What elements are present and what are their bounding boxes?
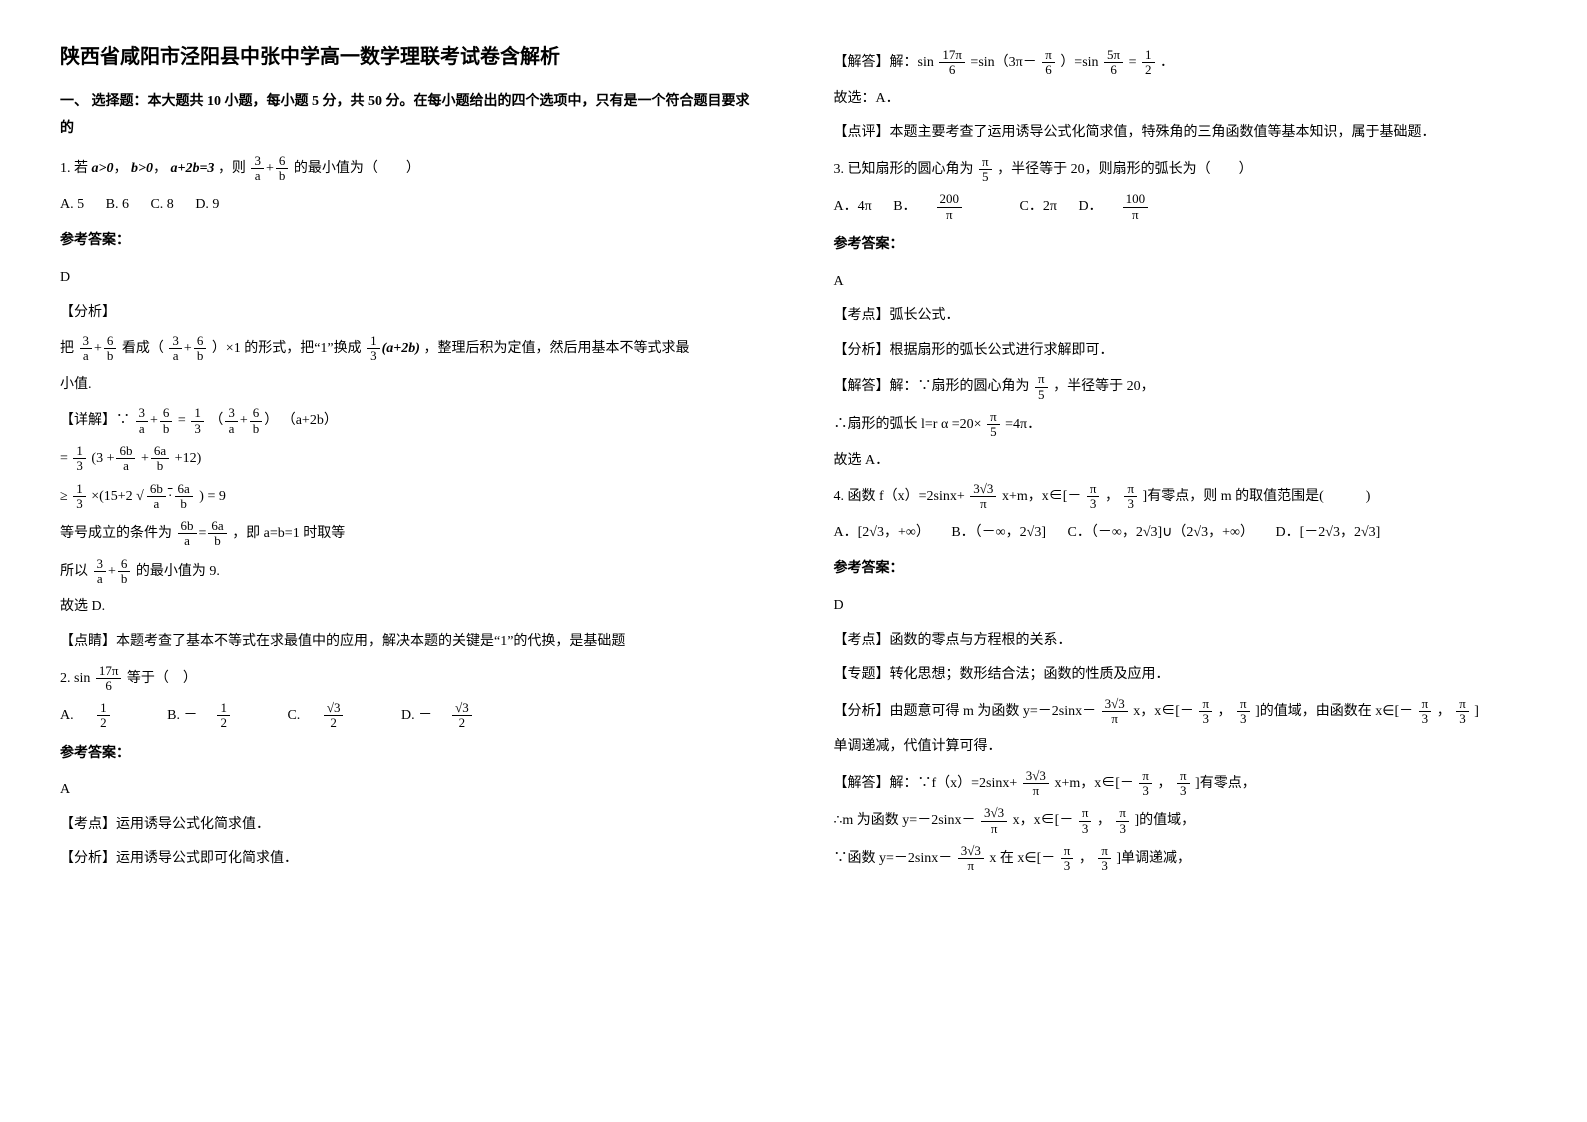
q4-ans: D bbox=[834, 593, 1528, 620]
q1-c2: a+2b=3 bbox=[170, 161, 214, 176]
q1-stem-post: 的最小值为（ ） bbox=[294, 161, 420, 176]
q4-optC: C．（－∞，2√3]∪（2√3，+∞） bbox=[1068, 525, 1254, 540]
q1-analysis2: 小值. bbox=[60, 372, 754, 399]
q2-ans-label: 参考答案： bbox=[60, 741, 754, 768]
q2-opts: A. 12 B. －12 C. √32 D. －√32 bbox=[60, 701, 754, 731]
q1-c1: b>0 bbox=[131, 161, 153, 176]
q4-fx: 【分析】由题意可得 m 为函数 y=－2sinx－ 3√3π x，x∈[－ π3… bbox=[834, 697, 1528, 727]
section-instructions: 一、 选择题：本大题共 10 小题，每小题 5 分，共 50 分。在每小题给出的… bbox=[60, 89, 754, 142]
q1-c0: a>0 bbox=[92, 161, 114, 176]
q4-dec: ∵函数 y=－2sinx－ 3√3π x 在 x∈[－ π3 ， π3 ]单调递… bbox=[834, 844, 1528, 874]
q1-optA: A. 5 bbox=[60, 197, 84, 212]
q3-optC: C．2π bbox=[1020, 199, 1057, 214]
q3-ans: A bbox=[834, 269, 1528, 296]
q4-stem: 4. 函数 f（x）=2sinx+ 3√3π x+m，x∈[－ π3 ， π3 … bbox=[834, 482, 1528, 512]
q2-fx: 【分析】运用诱导公式即可化简求值． bbox=[60, 846, 754, 873]
q4-optA: A．[2√3，+∞） bbox=[834, 525, 930, 540]
q1-ans-label: 参考答案： bbox=[60, 228, 754, 255]
q3-optA: A．4π bbox=[834, 199, 872, 214]
q4-kp: 【考点】函数的零点与方程根的关系． bbox=[834, 628, 1528, 655]
q1-stem-mid: ，则 bbox=[218, 161, 246, 176]
q1-note: 【点睛】本题考查了基本不等式在求最值中的应用，解决本题的关键是“1”的代换，是基… bbox=[60, 629, 754, 656]
q1-ans: D bbox=[60, 265, 754, 292]
q4-sol: 【解答】解：∵f（x）=2sinx+ 3√3π x+m，x∈[－ π3 ， π3… bbox=[834, 769, 1528, 799]
q1-analysis-label: 【分析】 bbox=[60, 300, 754, 327]
q1-detail-3: ≥ 13 ×(15+2 √6ba·6ab ) = 9 bbox=[60, 482, 754, 512]
q2-sel: 故选：A． bbox=[834, 86, 1528, 113]
q1-stem: 1. 若 a>0， b>0， a+2b=3 ，则 3a+6b 的最小值为（ ） bbox=[60, 154, 754, 184]
q2-ans: A bbox=[60, 777, 754, 804]
q4-m: ∴m 为函数 y=－2sinx－ 3√3π x，x∈[－ π3 ， π3 ]的值… bbox=[834, 806, 1528, 836]
q1-detail-2: = 13 (3 +6ba +6ab +12) bbox=[60, 444, 754, 474]
q1-eqcond: 等号成立的条件为 6ba=6ab ，即 a=b=1 时取等 bbox=[60, 519, 754, 549]
q3-sol2: ∴扇形的弧长 l=r α =20× π5 =4π． bbox=[834, 410, 1528, 440]
sqrt-icon: √ bbox=[136, 489, 144, 504]
q4-ans-label: 参考答案： bbox=[834, 556, 1528, 583]
q1-stem-pre: 1. 若 bbox=[60, 161, 88, 176]
q3-sel: 故选 A． bbox=[834, 448, 1528, 475]
q3-fx: 【分析】根据扇形的弧长公式进行求解即可． bbox=[834, 338, 1528, 365]
q3-sol1: 【解答】解：∵扇形的圆心角为 π5 ，半径等于 20， bbox=[834, 372, 1528, 402]
q4-optD: D．[－2√3，2√3] bbox=[1276, 525, 1381, 540]
q1-analysis: 把 3a+6b 看成（ 3a+6b ）×1 的形式，把“1”换成 13(a+2b… bbox=[60, 334, 754, 364]
q3-stem: 3. 已知扇形的圆心角为 π5 ，半径等于 20，则扇形的弧长为（ ） bbox=[834, 155, 1528, 185]
q2-kp: 【考点】运用诱导公式化简求值． bbox=[60, 812, 754, 839]
frac-3a: 3a bbox=[251, 154, 264, 184]
q3-kp: 【考点】弧长公式． bbox=[834, 303, 1528, 330]
q4-opts: A．[2√3，+∞） B．（－∞，2√3] C．（－∞，2√3]∪（2√3，+∞… bbox=[834, 520, 1528, 547]
q1-choose: 故选 D. bbox=[60, 594, 754, 621]
q1-optB: B. 6 bbox=[106, 197, 129, 212]
frac-6b: 6b bbox=[276, 154, 289, 184]
q4-optB: B．（－∞，2√3] bbox=[951, 525, 1046, 540]
q4-mono: 单调递减，代值计算可得． bbox=[834, 734, 1528, 761]
q3-ans-label: 参考答案： bbox=[834, 232, 1528, 259]
q1-optD: D. 9 bbox=[195, 197, 219, 212]
q2-stem: 2. sin 17π6 等于（ ） bbox=[60, 664, 754, 694]
q1-optC: C. 8 bbox=[150, 197, 173, 212]
q1-opts: A. 5 B. 6 C. 8 D. 9 bbox=[60, 192, 754, 219]
q3-opts: A．4π B．200π C．2π D．100π bbox=[834, 192, 1528, 222]
q2-sol: 【解答】解：sin 17π6 =sin（3π－ π6 ）=sin 5π6 = 1… bbox=[834, 48, 1528, 78]
q4-zt: 【专题】转化思想；数形结合法；函数的性质及应用． bbox=[834, 662, 1528, 689]
doc-title: 陕西省咸阳市泾阳县中张中学高一数学理联考试卷含解析 bbox=[60, 40, 754, 69]
q2-review: 【点评】本题主要考查了运用诱导公式化简求值，特殊角的三角函数值等基本知识，属于基… bbox=[834, 120, 1528, 147]
q1-detail-1: 【详解】∵ 3a+6b = 13 （3a+6b） （a+2b） bbox=[60, 406, 754, 436]
q1-so: 所以 3a+6b 的最小值为 9. bbox=[60, 557, 754, 587]
